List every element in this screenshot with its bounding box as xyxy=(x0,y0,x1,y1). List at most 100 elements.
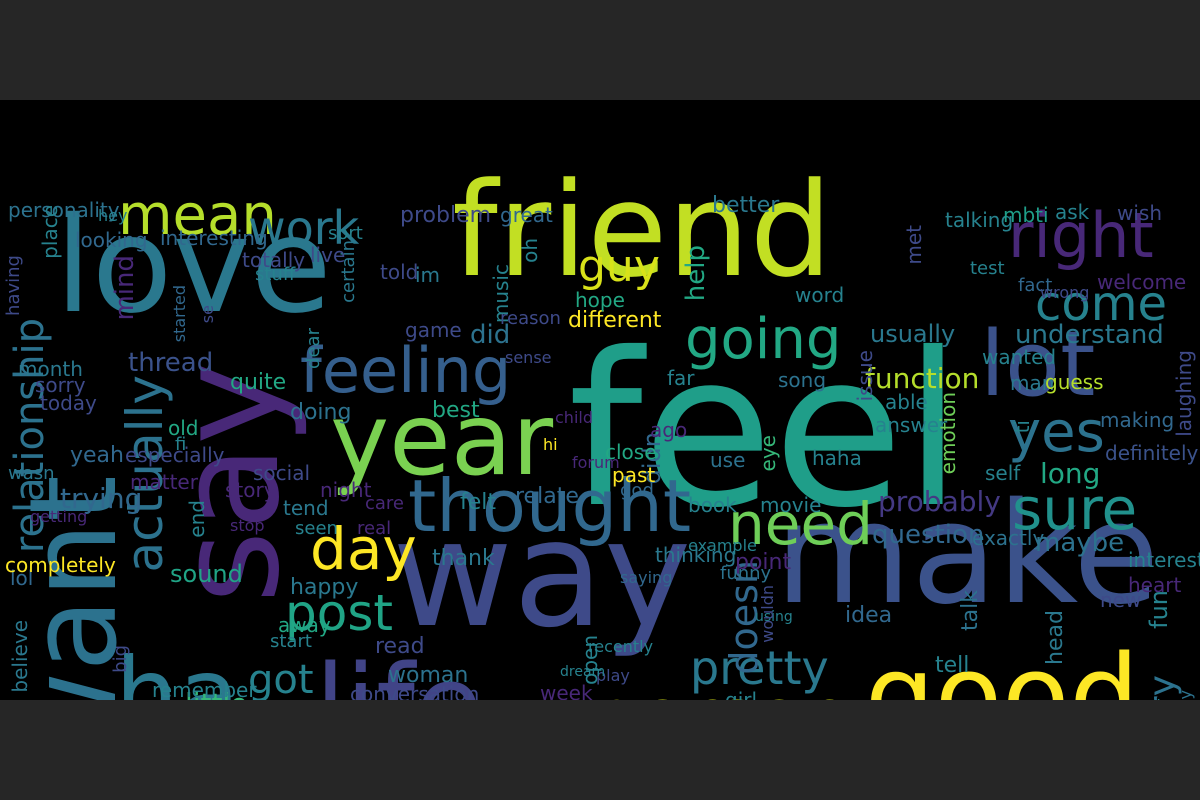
word-read: read xyxy=(375,634,425,659)
word-test: test xyxy=(970,258,1005,279)
word-away: away xyxy=(278,613,331,637)
word-met: met xyxy=(902,225,926,265)
word-started: started xyxy=(170,285,189,343)
word-far: far xyxy=(667,366,695,390)
word-dream: dream xyxy=(560,664,606,680)
word-book: book xyxy=(688,493,737,517)
word-going: going xyxy=(685,307,842,372)
word-stuff: stuff xyxy=(255,264,296,285)
word-mbti: mbti xyxy=(1003,203,1049,227)
word-story: story xyxy=(225,478,276,502)
word-new: new xyxy=(1100,588,1142,612)
word-doing: doing xyxy=(290,400,352,425)
word-remember: remember xyxy=(152,678,257,700)
word-guy: guy xyxy=(578,241,660,292)
word-month: month xyxy=(18,357,83,381)
word-emotion: emotion xyxy=(936,392,960,475)
word-stop: stop xyxy=(230,516,265,535)
word-fun: fun xyxy=(1145,590,1173,629)
word-se: se xyxy=(198,305,217,324)
word-maybe: maybe xyxy=(1035,528,1125,558)
word-love: love xyxy=(55,189,332,343)
word-child: child xyxy=(555,408,593,427)
word-word: word xyxy=(795,283,845,307)
word-making: making xyxy=(1100,408,1175,432)
word-lot: lot xyxy=(980,312,1096,417)
word-understand: understand xyxy=(1015,320,1164,350)
word-post: post xyxy=(285,584,393,642)
word-yeah: yeah xyxy=(70,443,124,468)
word-exactly: exactly xyxy=(972,526,1045,550)
word-personality: personality xyxy=(8,198,120,222)
word-woman: woman xyxy=(388,663,469,688)
word-lol: lol xyxy=(10,566,34,590)
word-tend: tend xyxy=(283,496,329,520)
word-come: come xyxy=(1035,276,1168,332)
word-tell: tell xyxy=(935,653,970,678)
word-feel: feel xyxy=(568,307,963,554)
word-trying: trying xyxy=(60,482,143,515)
word-close: close xyxy=(605,440,657,464)
word-getting: getting xyxy=(30,507,88,526)
word-quite: quite xyxy=(230,370,287,395)
word-hope: hope xyxy=(575,288,625,312)
word-happy: happy xyxy=(290,575,359,600)
word-relate: relate xyxy=(515,484,579,509)
word-best: best xyxy=(432,398,480,423)
word-feeling: feeling xyxy=(300,334,512,407)
word-movie: movie xyxy=(760,493,822,517)
word-funny: funny xyxy=(720,563,772,584)
word-forum: forum xyxy=(572,453,620,472)
word-wrong: wrong xyxy=(1040,283,1090,302)
word-sound: sound xyxy=(170,560,243,588)
word-recently: recently xyxy=(588,637,654,656)
word-looking: looking xyxy=(75,228,148,252)
word-way: way xyxy=(392,488,692,660)
word-sense: sense xyxy=(505,348,552,367)
word-question: question xyxy=(872,520,985,550)
word-guess: guess xyxy=(1045,370,1104,394)
word-seen: seen xyxy=(295,518,338,539)
word-completely: completely xyxy=(5,553,116,577)
word-long: long xyxy=(1040,457,1101,490)
word-fi: fi xyxy=(175,434,187,455)
word-ask: ask xyxy=(1055,200,1090,224)
word-saying: saying xyxy=(620,568,673,587)
word-place: place xyxy=(38,205,62,259)
word-head: head xyxy=(1043,610,1068,665)
word-friend: friend xyxy=(452,154,833,306)
word-im: im xyxy=(415,263,441,287)
word-use: use xyxy=(710,448,746,472)
word-real: real xyxy=(357,518,392,539)
word-especially: especially xyxy=(125,443,225,467)
word-having: having xyxy=(3,255,24,316)
word-right: right xyxy=(1008,199,1154,272)
word-work: work xyxy=(248,201,360,255)
word-pretty: pretty xyxy=(690,641,829,695)
word-person: person xyxy=(590,678,851,701)
word-great: great xyxy=(500,203,553,227)
word-laughing: laughing xyxy=(1172,350,1196,437)
word-oh: oh xyxy=(518,238,542,263)
word-thank: thank xyxy=(432,546,495,571)
word-definitely: definitely xyxy=(1105,441,1199,465)
word-conversation: conversation xyxy=(350,682,480,700)
word-fact: fact xyxy=(1018,275,1053,296)
word-end: end xyxy=(185,500,209,538)
word-good: good xyxy=(865,631,1140,700)
word-god: god xyxy=(620,480,654,501)
word-need: need xyxy=(728,490,873,558)
word-using: using xyxy=(755,609,793,625)
word-believe: believe xyxy=(8,620,32,693)
word-week: week xyxy=(540,681,593,700)
word-care: care xyxy=(365,493,405,514)
word-point: point xyxy=(735,550,792,575)
word-welcome: welcome xyxy=(1097,270,1187,294)
word-general: general xyxy=(1100,698,1161,701)
word-function: function xyxy=(865,362,980,395)
word-got: got xyxy=(248,657,314,700)
word-mean: mean xyxy=(118,183,277,248)
word-social: social xyxy=(253,461,311,485)
word-wouldn: wouldn xyxy=(758,585,777,643)
word-matter: matter xyxy=(130,470,198,494)
